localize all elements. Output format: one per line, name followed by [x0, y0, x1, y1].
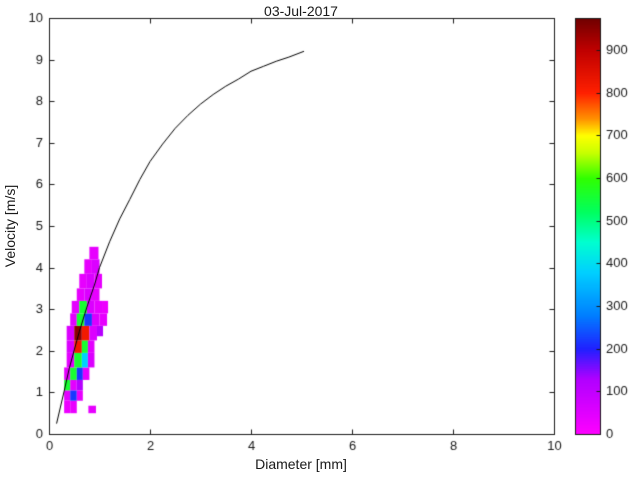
- y-axis-label: Velocity [m/s]: [2, 184, 18, 268]
- x-axis-label: Diameter [mm]: [255, 456, 347, 472]
- chart-title: 03-Jul-2017: [264, 3, 338, 19]
